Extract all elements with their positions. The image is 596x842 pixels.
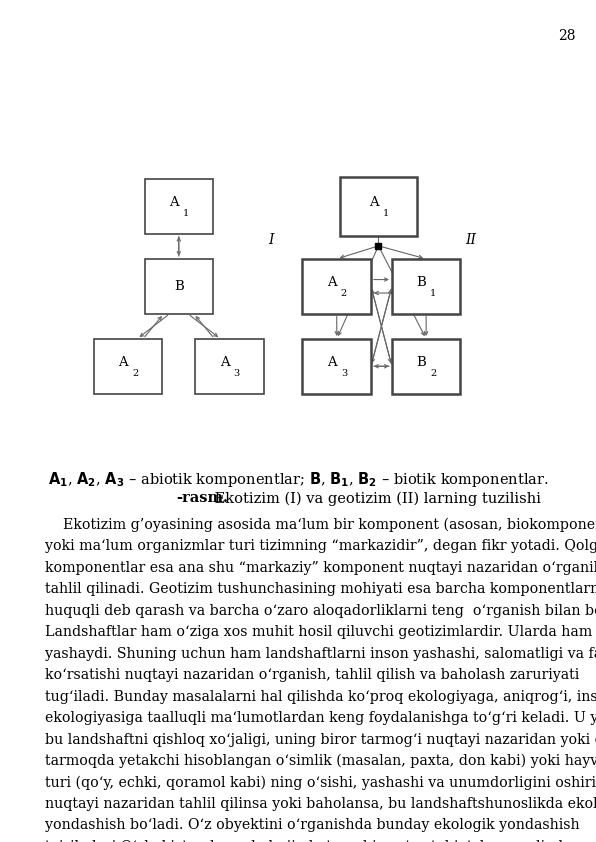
Text: yashaydi. Shuning uchun ham landshaftlarni inson yashashi, salomatligi va faoliy: yashaydi. Shuning uchun ham landshaftlar… <box>45 647 596 661</box>
Text: Landshaftlar ham o‘ziga xos muhit hosil qiluvchi geotizimlardir. Ularda ham inso: Landshaftlar ham o‘ziga xos muhit hosil … <box>45 625 596 639</box>
Text: nuqtayi nazaridan tahlil qilinsa yoki baholansa, bu landshaftshunoslikda ekologi: nuqtayi nazaridan tahlil qilinsa yoki ba… <box>45 797 596 811</box>
Text: A: A <box>327 355 337 369</box>
Text: B: B <box>174 280 184 293</box>
Text: turi (qo‘y, echki, qoramol kabi) ning o‘sishi, yashashi va unumdorligini oshiris: turi (qo‘y, echki, qoramol kabi) ning o‘… <box>45 775 596 790</box>
Bar <box>392 258 460 313</box>
Bar <box>340 177 417 236</box>
Bar <box>392 339 460 394</box>
Text: 2: 2 <box>132 369 138 377</box>
Text: A: A <box>169 195 179 209</box>
Text: tahlil qilinadi. Geotizim tushunchasining mohiyati esa barcha komponentlarni ten: tahlil qilinadi. Geotizim tushunchasinin… <box>45 583 596 596</box>
Bar <box>302 339 371 394</box>
Text: II: II <box>465 233 476 247</box>
Text: ko‘rsatishi nuqtayi nazaridan o‘rganish, tahlil qilish va baholash zaruriyati: ko‘rsatishi nuqtayi nazaridan o‘rganish,… <box>45 669 579 682</box>
Text: I: I <box>268 233 274 247</box>
Text: A: A <box>220 355 229 369</box>
Text: bu landshaftni qishloq xo‘jaligi, uning biror tarmog‘i nuqtayi nazaridan yoki o‘: bu landshaftni qishloq xo‘jaligi, uning … <box>45 733 596 747</box>
Text: 1: 1 <box>383 209 389 217</box>
Text: komponentlar esa ana shu “markaziy” komponent nuqtayi nazaridan o‘rganiladi va: komponentlar esa ana shu “markaziy” komp… <box>45 561 596 575</box>
Bar <box>144 258 213 313</box>
Text: Ekotizim (I) va geotizim (II) larning tuzilishi: Ekotizim (I) va geotizim (II) larning tu… <box>210 491 541 506</box>
Bar <box>94 339 162 394</box>
Text: A: A <box>369 195 378 209</box>
Text: B: B <box>417 275 426 289</box>
Text: yoki ma‘lum organizmlar turi tizimning “markazidir”, degan fikr yotadi. Qolgan: yoki ma‘lum organizmlar turi tizimning “… <box>45 539 596 553</box>
Text: 3: 3 <box>341 369 347 377</box>
Text: Ekotizim g’oyasining asosida ma‘lum bir komponent (asosan, biokomponent): Ekotizim g’oyasining asosida ma‘lum bir … <box>45 518 596 532</box>
Bar <box>144 179 213 233</box>
Text: yondashish bo‘ladi. O‘z obyektini o‘rganishda bunday ekologik yondashish: yondashish bo‘ladi. O‘z obyektini o‘rgan… <box>45 818 579 833</box>
Text: A: A <box>327 275 337 289</box>
Text: A: A <box>119 355 128 369</box>
Text: tug‘iladi. Bunday masalalarni hal qilishda ko‘proq ekologiyaga, aniqrog‘i, inson: tug‘iladi. Bunday masalalarni hal qilish… <box>45 690 596 704</box>
Text: 28: 28 <box>558 29 575 43</box>
Bar <box>195 339 263 394</box>
Text: -rasm.: -rasm. <box>176 492 228 505</box>
Text: $\mathbf{A_1}$, $\mathbf{A_2}$, $\mathbf{A_3}$ \u2013 abiotik komponentlar; $\ma: $\mathbf{A_1}$, $\mathbf{A_2}$, $\mathbf… <box>0 841 1 842</box>
Text: 2: 2 <box>341 289 347 297</box>
Text: tajribalari O‘zbekistonda yashab, ijod etgan bir qator tabiatshunos olimlar: tajribalari O‘zbekistonda yashab, ijod e… <box>45 839 578 842</box>
Text: 3: 3 <box>234 369 240 377</box>
Text: ekologiyasiga taalluqli ma‘lumotlardan keng foydalanishga to‘g‘ri keladi. U yoki: ekologiyasiga taalluqli ma‘lumotlardan k… <box>45 711 596 725</box>
Text: $\mathbf{A_1}$, $\mathbf{A_2}$, $\mathbf{A_3}$ – abiotik komponentlar; $\mathbf{: $\mathbf{A_1}$, $\mathbf{A_2}$, $\mathbf… <box>48 471 548 489</box>
Text: 2: 2 <box>430 369 436 377</box>
Text: tarmoqda yetakchi hisoblangan o‘simlik (masalan, paxta, don kabi) yoki hayvon: tarmoqda yetakchi hisoblangan o‘simlik (… <box>45 754 596 769</box>
Text: 1: 1 <box>183 209 189 217</box>
Text: 1: 1 <box>430 289 436 297</box>
Bar <box>302 258 371 313</box>
Text: B: B <box>417 355 426 369</box>
Text: huquqli deb qarash va barcha o‘zaro aloqadorliklarni teng  o‘rganish bilan bog‘l: huquqli deb qarash va barcha o‘zaro aloq… <box>45 604 596 618</box>
Text: -rasm. Ekotizim (I) va geotizim (II) larning tuzilishi: -rasm. Ekotizim (I) va geotizim (II) lar… <box>0 841 1 842</box>
